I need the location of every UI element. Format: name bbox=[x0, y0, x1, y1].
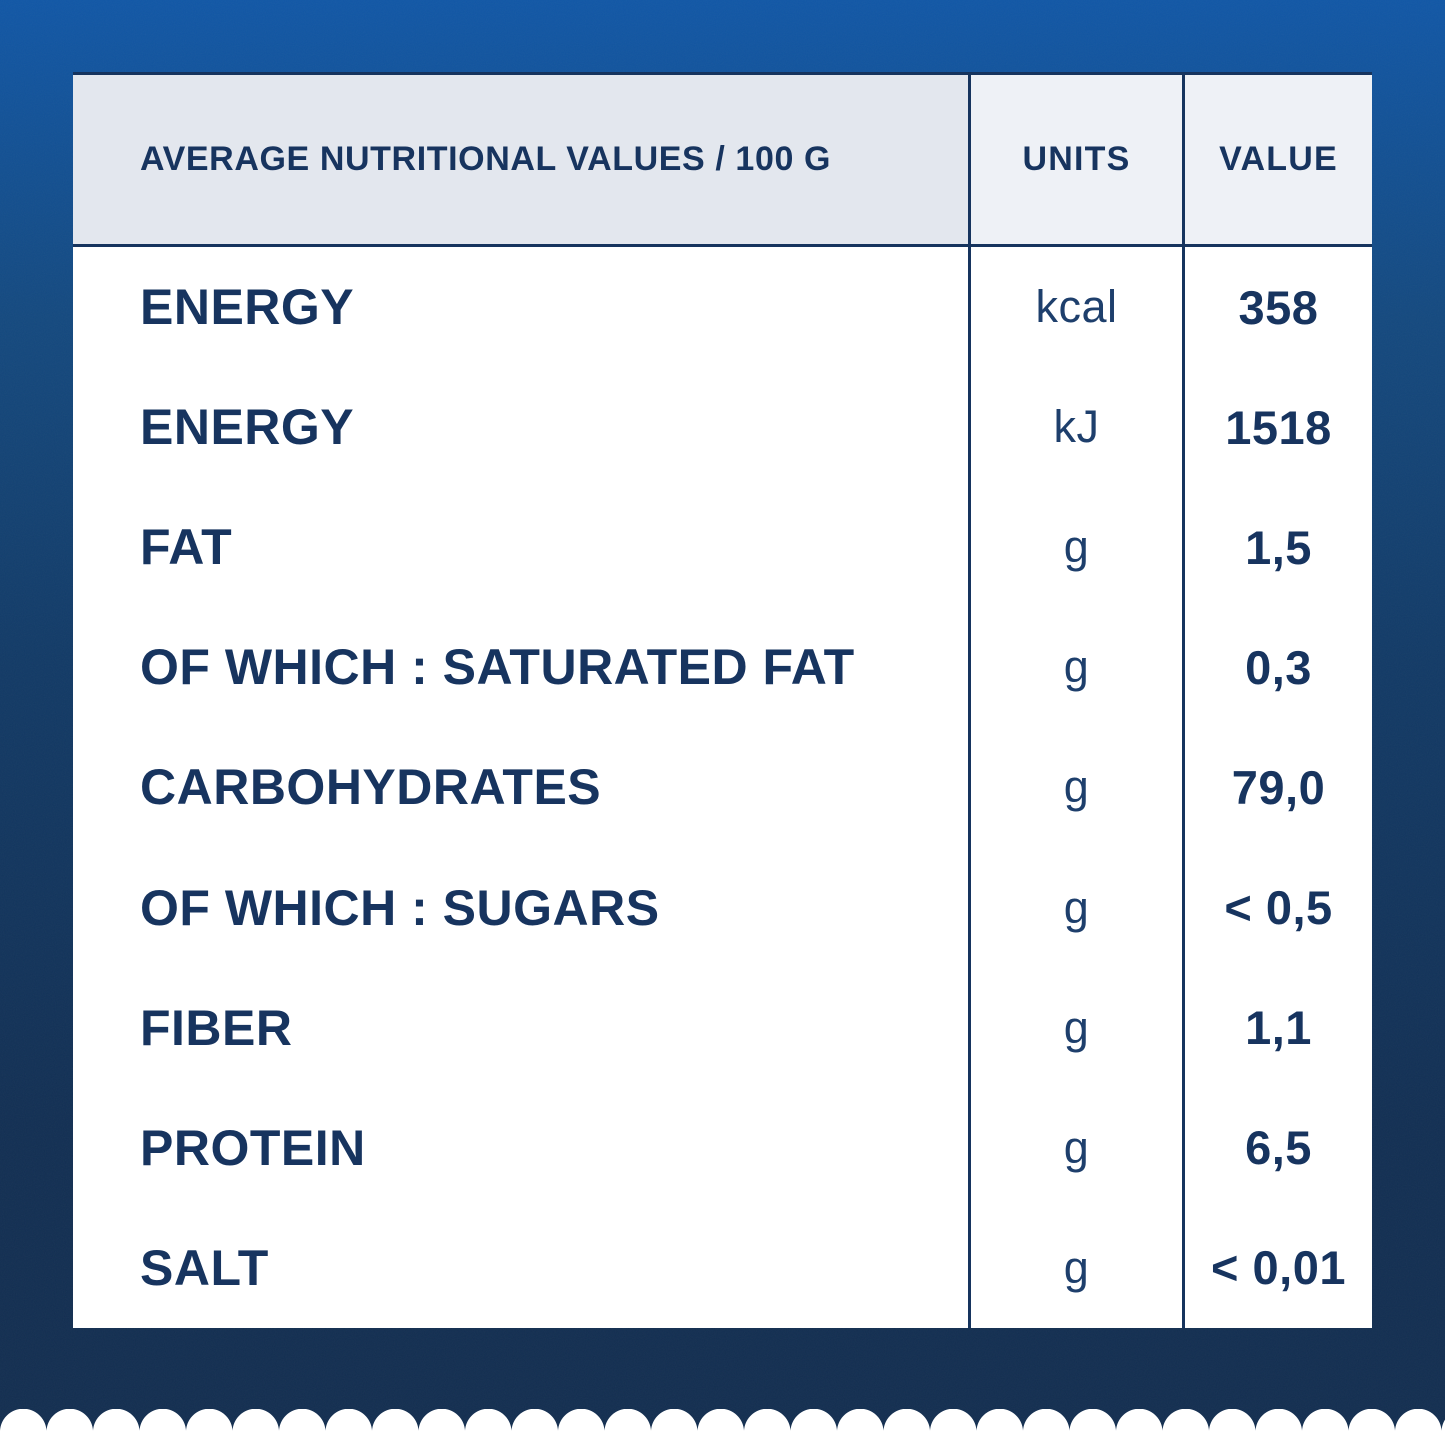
nutrient-label: OF WHICH : SATURATED FAT bbox=[140, 639, 855, 696]
nutrient-label: OF WHICH : SUGARS bbox=[140, 879, 660, 936]
nutrition-table-panel: AVERAGE NUTRITIONAL VALUES / 100 G UNITS… bbox=[73, 72, 1372, 1328]
nutrient-label: CARBOHYDRATES bbox=[140, 759, 602, 816]
table-header-value: VALUE bbox=[1182, 75, 1372, 247]
nutrient-value: 79,0 bbox=[1182, 727, 1372, 848]
nutrient-value: 1,1 bbox=[1182, 967, 1372, 1088]
nutrient-unit: g bbox=[968, 1207, 1182, 1328]
nutrient-value: 1518 bbox=[1182, 367, 1372, 488]
nutrient-unit: g bbox=[968, 967, 1182, 1088]
bottom-white-strip bbox=[0, 1432, 1445, 1445]
nutrient-unit: kcal bbox=[968, 247, 1182, 368]
nutrition-table: AVERAGE NUTRITIONAL VALUES / 100 G UNITS… bbox=[73, 75, 1372, 1328]
nutrient-label: SALT bbox=[140, 1239, 269, 1296]
nutrient-unit: g bbox=[968, 607, 1182, 728]
table-header-units: UNITS bbox=[968, 75, 1182, 247]
nutrient-unit: g bbox=[968, 847, 1182, 968]
nutrient-value: 1,5 bbox=[1182, 487, 1372, 608]
nutrient-unit: g bbox=[968, 727, 1182, 848]
nutrient-unit: kJ bbox=[968, 367, 1182, 488]
nutrient-value: 0,3 bbox=[1182, 607, 1372, 728]
nutrient-unit: g bbox=[968, 487, 1182, 608]
nutrient-value: 6,5 bbox=[1182, 1087, 1372, 1208]
nutrient-value: < 0,5 bbox=[1182, 847, 1372, 968]
scalloped-edge bbox=[0, 1409, 1445, 1432]
nutrient-label: ENERGY bbox=[140, 279, 355, 336]
nutrient-label: FAT bbox=[140, 519, 233, 576]
nutrient-value: 358 bbox=[1182, 247, 1372, 368]
nutrient-unit: g bbox=[968, 1087, 1182, 1208]
table-header-title: AVERAGE NUTRITIONAL VALUES / 100 G bbox=[73, 75, 968, 247]
nutrient-label: PROTEIN bbox=[140, 1119, 366, 1176]
nutrient-value: < 0,01 bbox=[1182, 1207, 1372, 1328]
nutrient-label: FIBER bbox=[140, 999, 293, 1056]
nutrient-label: ENERGY bbox=[140, 399, 355, 456]
